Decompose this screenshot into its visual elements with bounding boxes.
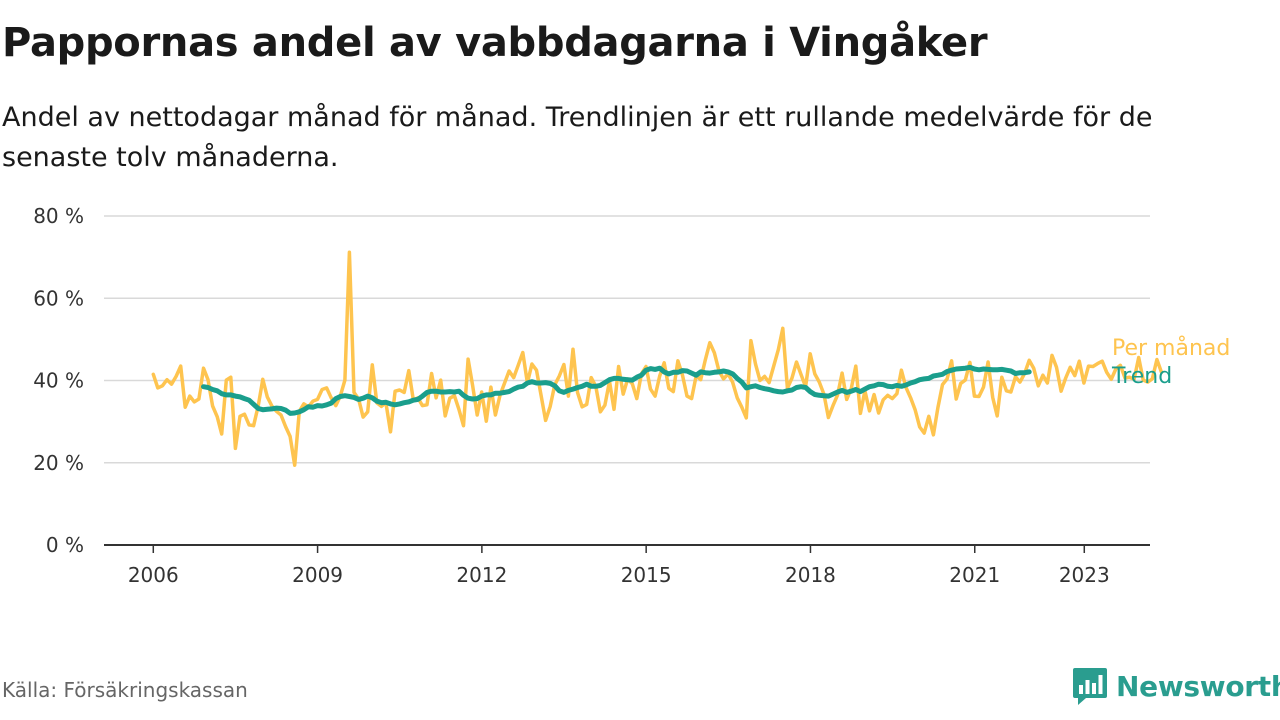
x-tick-label: 2012 [456,563,507,587]
legend-label-trend: Trend [1111,364,1172,389]
legend: Per månad Trend [1111,335,1230,389]
newsworthy-logo-icon [1073,668,1107,705]
brand-logo[interactable]: Newsworthy [1072,666,1280,706]
y-tick-label: 40 % [33,369,84,393]
y-tick-label: 80 % [33,204,84,228]
series-line-trend [201,364,1032,416]
x-tick-label: 2018 [785,563,836,587]
x-tick-label: 2023 [1059,563,1110,587]
y-tick-label: 60 % [33,286,84,310]
y-axis-ticks: 0 % 20 % 40 % 60 % 80 % [33,204,84,557]
y-tick-label: 0 % [46,533,84,557]
chart-title: Pappornas andel av vabbdagarna i Vingåke… [2,20,988,66]
chart-subtitle: Andel av nettodagar månad för månad. Tre… [2,102,1153,173]
grid-lines [104,215,1150,464]
legend-label-per-month: Per månad [1112,335,1230,361]
x-tick-label: 2009 [292,563,343,587]
series-lines [151,250,1164,467]
series-line-per-month [151,250,1164,467]
brand-name: Newsworthy [1116,669,1280,703]
x-tick-label: 2015 [621,563,672,587]
x-tick-label: 2006 [128,563,179,587]
x-tick-label: 2021 [949,563,1000,587]
y-tick-label: 20 % [33,451,84,475]
line-chart: 0 % 20 % 40 % 60 % 80 % 2006 2009 2012 2015 2018… [33,204,1230,587]
source-note: Källa: Försäkringskassan [2,678,248,702]
x-axis-ticks: 2006 2009 2012 2015 2018 2021 2023 [128,545,1110,587]
